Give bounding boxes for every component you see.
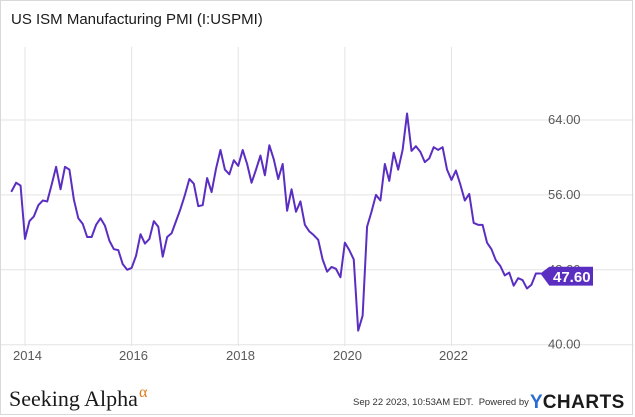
svg-text:2020: 2020	[333, 348, 362, 363]
svg-text:64.00: 64.00	[548, 112, 581, 127]
svg-text:2022: 2022	[439, 348, 468, 363]
svg-text:2016: 2016	[119, 348, 148, 363]
svg-text:40.00: 40.00	[548, 337, 581, 352]
svg-text:2018: 2018	[226, 348, 255, 363]
svg-text:56.00: 56.00	[548, 187, 581, 202]
svg-text:2014: 2014	[13, 348, 42, 363]
svg-text:47.60: 47.60	[553, 269, 591, 286]
